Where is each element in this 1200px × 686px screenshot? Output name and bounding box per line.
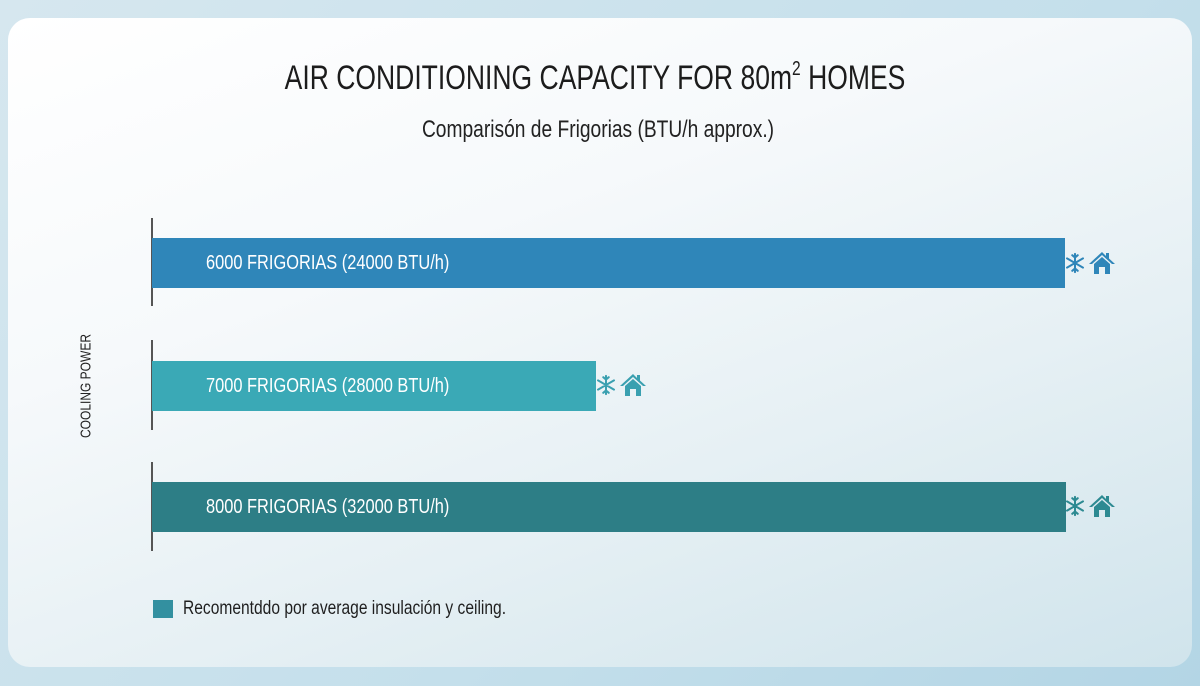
bar-6000-frigorias: 6000 FRIGORIAS (24000 BTU/h) — [152, 238, 1065, 288]
snowflake-icon — [597, 374, 615, 396]
title-tail: HOMES — [800, 59, 906, 97]
bar-label: 8000 FRIGORIAS (32000 BTU/h) — [206, 495, 450, 518]
chart-title: AIR CONDITIONING CAPACITY FOR 80m2 HOMES — [131, 58, 1059, 98]
y-axis-label: COOLING POWER — [77, 333, 95, 439]
house-icon — [1089, 495, 1115, 517]
bar-label: 6000 FRIGORIAS (24000 BTU/h) — [206, 251, 450, 274]
snowflake-icon — [1066, 252, 1084, 274]
chart-card — [8, 18, 1192, 667]
snowflake-icon — [1066, 495, 1084, 517]
legend-swatch — [153, 600, 173, 618]
bar-icons — [1064, 493, 1116, 519]
title-superscript: 2 — [792, 58, 801, 80]
title-main: AIR CONDITIONING CAPACITY FOR 80m — [284, 59, 793, 97]
chart-legend: Recomentddo por average insulación y cei… — [153, 598, 577, 620]
bar-icons — [595, 372, 647, 398]
house-icon — [620, 374, 646, 396]
chart-subtitle: Comparisón de Frigorias (BTU/h approx.) — [421, 116, 775, 143]
bar-8000-frigorias: 8000 FRIGORIAS (32000 BTU/h) — [152, 482, 1066, 532]
bar-icons — [1064, 250, 1116, 276]
bar-7000-frigorias: 7000 FRIGORIAS (28000 BTU/h) — [152, 361, 596, 411]
bar-label: 7000 FRIGORIAS (28000 BTU/h) — [206, 374, 450, 397]
legend-label: Recomentddo por average insulación y cei… — [183, 598, 507, 619]
house-icon — [1089, 252, 1115, 274]
